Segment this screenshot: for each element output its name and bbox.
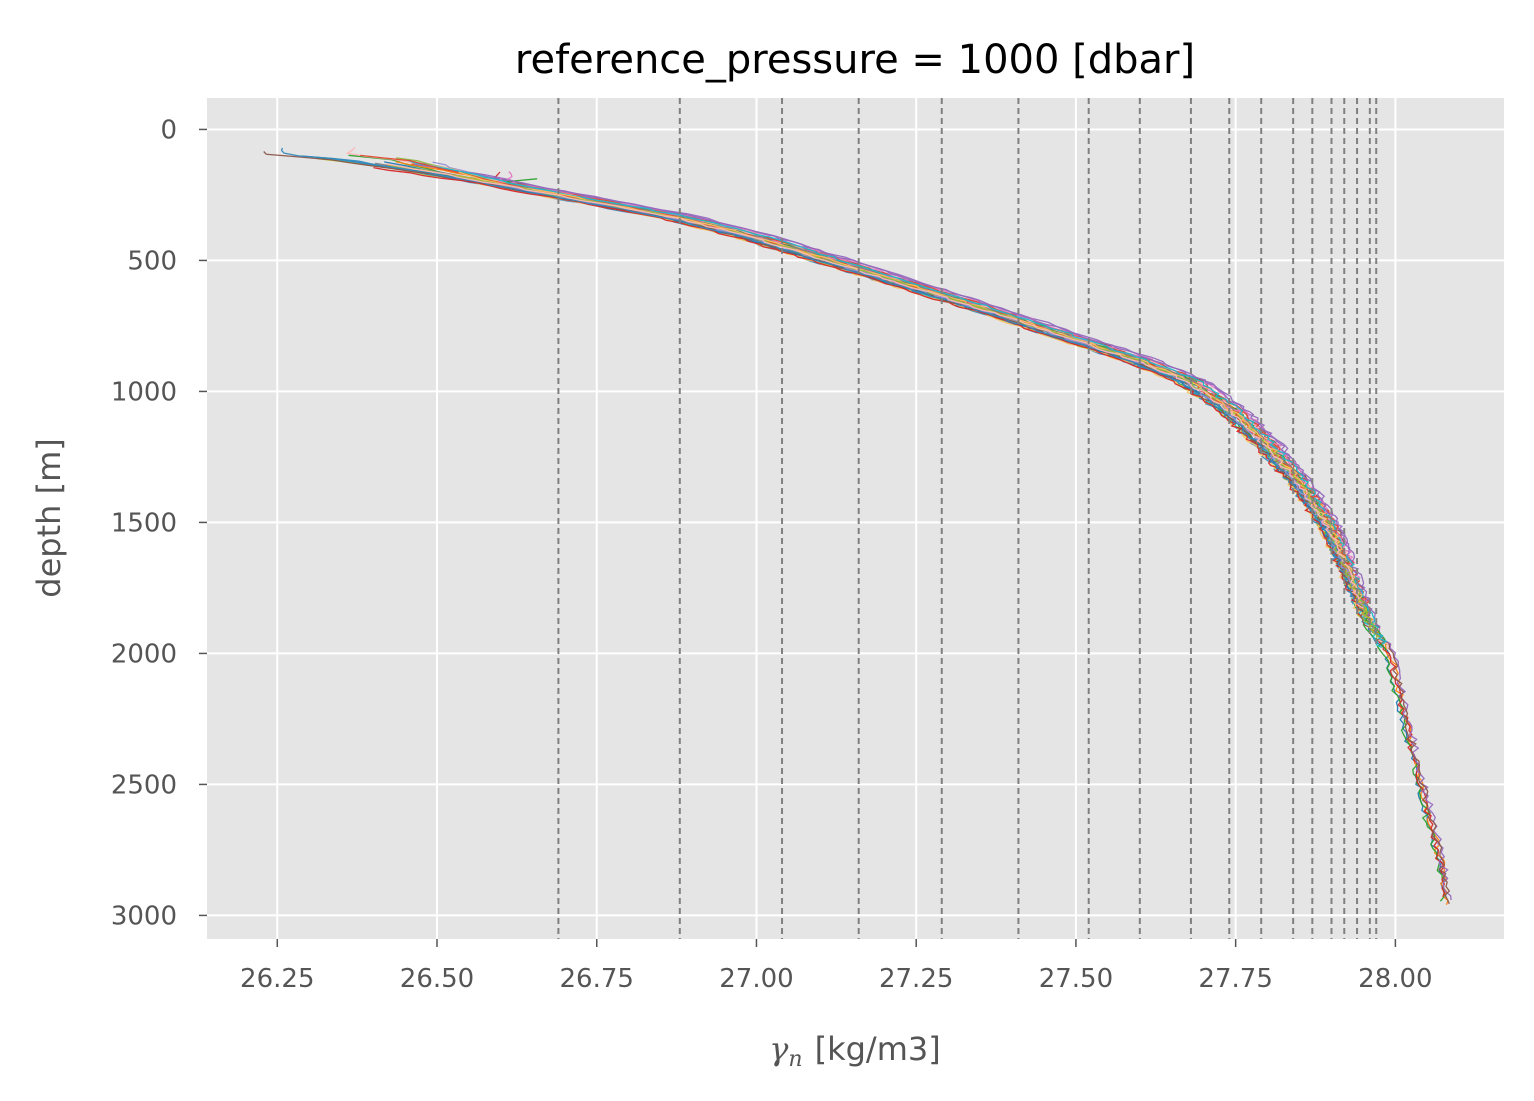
y-tick-label: 1500 — [111, 508, 177, 538]
x-tick-label: 27.00 — [719, 964, 793, 994]
plot-area — [207, 98, 1504, 939]
reference-density-lines — [557, 98, 1378, 939]
x-axis-label: γn [kg/m3] — [769, 1030, 940, 1072]
density-profile — [280, 147, 1355, 600]
x-tick-label: 27.75 — [1198, 964, 1272, 994]
y-tick-label: 0 — [160, 115, 177, 145]
y-gridlines — [207, 128, 1504, 917]
x-tick-label: 26.25 — [240, 964, 314, 994]
y-tick-label: 2500 — [111, 770, 177, 800]
chart-title: reference_pressure = 1000 [dbar] — [515, 37, 1195, 83]
x-axis-label-symbol: γ — [769, 1030, 789, 1068]
y-tick-label: 1000 — [111, 377, 177, 407]
y-tick-label: 3000 — [111, 901, 177, 931]
y-tick-label: 500 — [127, 246, 177, 276]
x-tick-label: 28.00 — [1358, 964, 1432, 994]
y-axis-label: depth [m] — [30, 438, 68, 597]
density-profile — [414, 163, 1373, 618]
x-axis-label-units: [kg/m3] — [815, 1030, 941, 1068]
x-axis-ticks: 26.25 26.50 26.75 27.00 27.25 27.50 27.75 28.00 — [240, 939, 1433, 994]
y-tick-label: 2000 — [111, 639, 177, 669]
x-tick-label: 26.50 — [400, 964, 474, 994]
x-tick-label: 26.75 — [560, 964, 634, 994]
y-axis-ticks: 0 500 1000 1500 2000 2500 3000 — [111, 115, 207, 931]
x-tick-label: 27.50 — [1039, 964, 1113, 994]
density-profile — [386, 163, 1364, 609]
x-axis-label-subscript: n — [788, 1047, 802, 1072]
x-tick-label: 27.25 — [879, 964, 953, 994]
